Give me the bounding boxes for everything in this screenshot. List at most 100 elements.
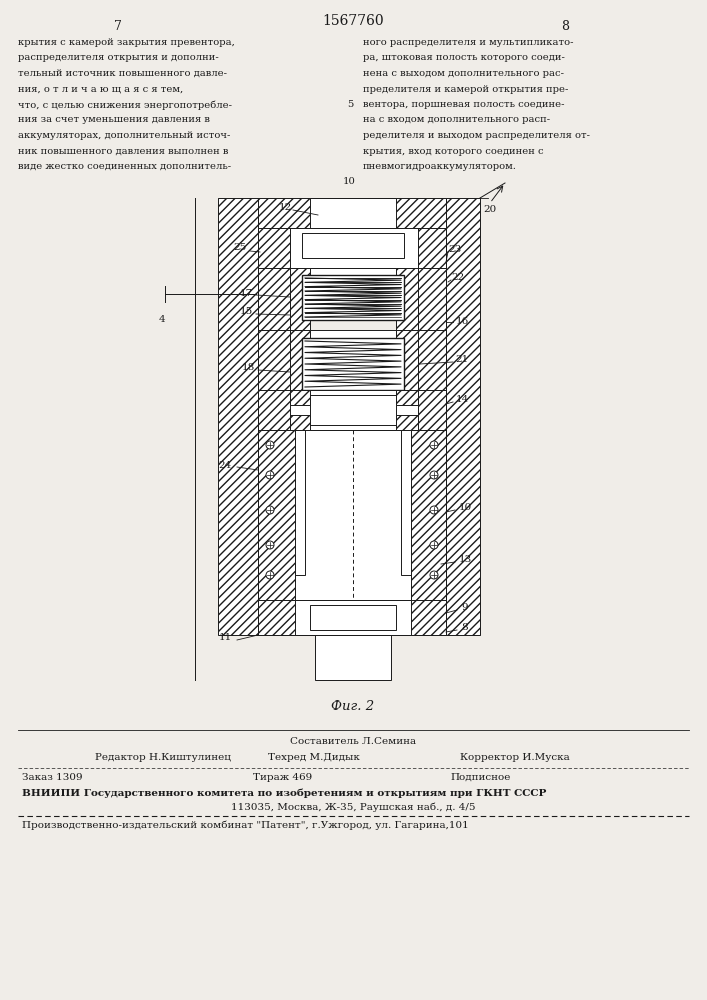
- Text: ного распределителя и мультипликато-: ного распределителя и мультипликато-: [363, 38, 573, 47]
- Bar: [258, 600, 295, 635]
- Bar: [290, 390, 418, 430]
- Bar: [290, 268, 310, 330]
- Text: 15: 15: [240, 308, 252, 316]
- Text: 10: 10: [343, 178, 356, 186]
- Text: распределителя открытия и дополни-: распределителя открытия и дополни-: [18, 53, 218, 62]
- Bar: [411, 600, 446, 635]
- Text: 10: 10: [458, 504, 472, 512]
- Bar: [401, 430, 411, 575]
- Text: 5: 5: [347, 100, 354, 109]
- Text: крытия с камерой закрытия превентора,: крытия с камерой закрытия превентора,: [18, 38, 235, 47]
- Bar: [396, 390, 418, 405]
- Bar: [418, 228, 446, 268]
- Text: ник повышенного давления выполнен в: ник повышенного давления выполнен в: [18, 146, 228, 155]
- Bar: [446, 198, 480, 635]
- Text: Подписное: Подписное: [450, 773, 510, 782]
- Bar: [258, 198, 446, 228]
- Bar: [258, 600, 446, 635]
- Text: 22: 22: [451, 273, 464, 282]
- Circle shape: [430, 471, 438, 479]
- Text: Редактор Н.Киштулинец: Редактор Н.Киштулинец: [95, 753, 231, 762]
- Text: ния, о т л и ч а ю щ а я с я тем,: ния, о т л и ч а ю щ а я с я тем,: [18, 85, 183, 94]
- Circle shape: [430, 506, 438, 514]
- Circle shape: [430, 441, 438, 449]
- Text: нена с выходом дополнительного рас-: нена с выходом дополнительного рас-: [363, 69, 564, 78]
- Text: 4: 4: [158, 314, 165, 324]
- Text: 21: 21: [455, 356, 469, 364]
- Bar: [310, 330, 396, 338]
- Text: 18: 18: [241, 363, 255, 372]
- Text: 9: 9: [462, 603, 468, 612]
- Circle shape: [430, 541, 438, 549]
- Text: ния за счет уменьшения давления в: ния за счет уменьшения давления в: [18, 115, 210, 124]
- Text: 25: 25: [233, 243, 247, 252]
- Bar: [258, 330, 290, 390]
- Circle shape: [266, 441, 274, 449]
- Text: 8: 8: [561, 20, 569, 33]
- Text: 7: 7: [114, 20, 122, 33]
- Bar: [295, 430, 305, 575]
- Bar: [258, 430, 295, 600]
- Bar: [310, 605, 396, 630]
- Text: 24: 24: [218, 460, 232, 470]
- Text: что, с целью снижения энергопотребле-: что, с целью снижения энергопотребле-: [18, 100, 232, 109]
- Text: крытия, вход которого соединен с: крытия, вход которого соединен с: [363, 146, 544, 155]
- Bar: [310, 198, 396, 228]
- Bar: [258, 228, 290, 268]
- Text: 113035, Москва, Ж-35, Раушская наб., д. 4/5: 113035, Москва, Ж-35, Раушская наб., д. …: [230, 802, 475, 812]
- Bar: [290, 330, 310, 390]
- Bar: [418, 330, 446, 390]
- Bar: [396, 330, 418, 390]
- Text: 20: 20: [484, 206, 496, 215]
- Bar: [315, 635, 391, 680]
- Bar: [295, 430, 411, 600]
- Text: 17: 17: [240, 288, 252, 298]
- Text: 1567760: 1567760: [322, 14, 384, 28]
- Circle shape: [430, 571, 438, 579]
- Text: на с входом дополнительного расп-: на с входом дополнительного расп-: [363, 115, 550, 124]
- Circle shape: [266, 506, 274, 514]
- Text: 11: 11: [218, 634, 232, 643]
- Bar: [411, 430, 446, 600]
- Text: Тираж 469: Тираж 469: [253, 773, 312, 782]
- Text: ВНИИПИ Государственного комитета по изобретениям и открытиям при ГКНТ СССР: ВНИИПИ Государственного комитета по изоб…: [22, 788, 547, 798]
- Circle shape: [266, 541, 274, 549]
- Bar: [290, 390, 310, 405]
- Text: пневмогидроаккумулятором.: пневмогидроаккумулятором.: [363, 162, 517, 171]
- Bar: [258, 268, 290, 330]
- Text: тельный источник повышенного давле-: тельный источник повышенного давле-: [18, 69, 227, 78]
- Bar: [411, 430, 446, 600]
- Text: Корректор И.Муска: Корректор И.Муска: [460, 753, 570, 762]
- Text: 12: 12: [279, 202, 291, 212]
- Bar: [290, 228, 418, 268]
- Text: Фиг. 2: Фиг. 2: [332, 700, 375, 713]
- Bar: [302, 338, 404, 390]
- Bar: [218, 198, 258, 635]
- Text: 16: 16: [455, 318, 469, 326]
- Circle shape: [266, 571, 274, 579]
- Text: Техред М.Дидык: Техред М.Дидык: [268, 753, 360, 762]
- Bar: [302, 233, 404, 258]
- Circle shape: [266, 471, 274, 479]
- Text: Производственно-издательский комбинат "Патент", г.Ужгород, ул. Гагарина,101: Производственно-издательский комбинат "П…: [22, 821, 469, 830]
- Text: вентора, поршневая полость соедине-: вентора, поршневая полость соедине-: [363, 100, 564, 109]
- Bar: [258, 430, 295, 600]
- Text: 13: 13: [458, 556, 472, 564]
- Text: ределителя и выходом распределителя от-: ределителя и выходом распределителя от-: [363, 131, 590, 140]
- Text: ра, штоковая полость которого соеди-: ра, штоковая полость которого соеди-: [363, 53, 565, 62]
- Text: 14: 14: [455, 395, 469, 404]
- Bar: [310, 395, 396, 425]
- Text: виде жестко соединенных дополнитель-: виде жестко соединенных дополнитель-: [18, 162, 231, 171]
- Text: 8: 8: [462, 624, 468, 633]
- Bar: [302, 275, 404, 320]
- Bar: [396, 415, 418, 430]
- Bar: [310, 268, 396, 275]
- Bar: [290, 415, 310, 430]
- Text: аккумуляторах, дополнительный источ-: аккумуляторах, дополнительный источ-: [18, 131, 230, 140]
- Text: Составитель Л.Семина: Составитель Л.Семина: [290, 737, 416, 746]
- Bar: [290, 600, 418, 635]
- Text: Заказ 1309: Заказ 1309: [22, 773, 83, 782]
- Bar: [396, 268, 418, 330]
- Text: 23: 23: [448, 245, 462, 254]
- Text: пределителя и камерой открытия пре-: пределителя и камерой открытия пре-: [363, 85, 568, 94]
